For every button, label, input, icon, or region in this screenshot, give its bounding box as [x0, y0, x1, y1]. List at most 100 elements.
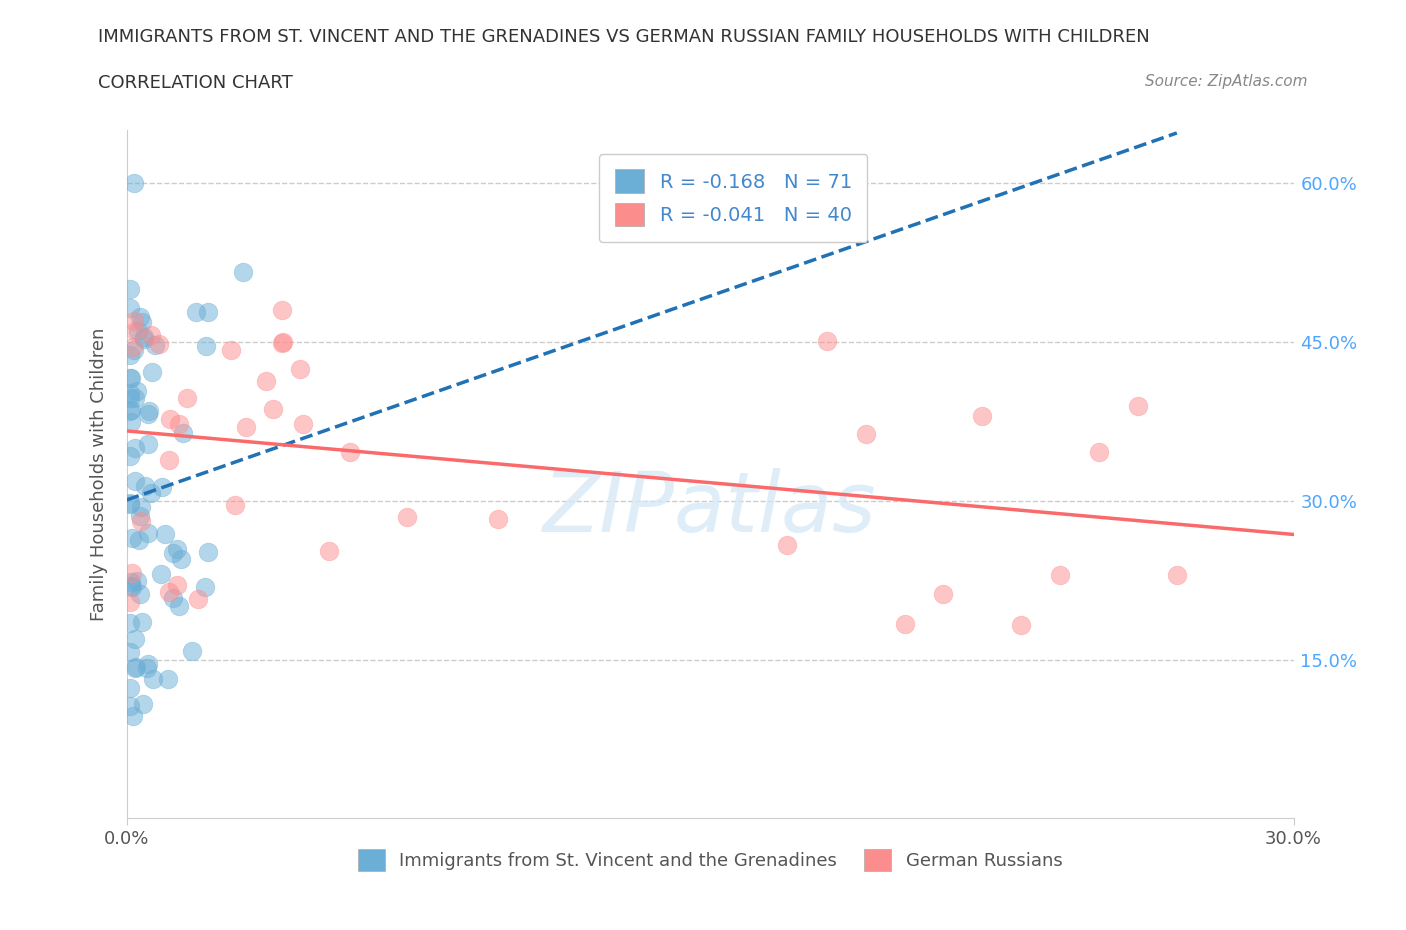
Point	[129, 310, 152, 325]
Point	[1010, 618, 1032, 632]
Point	[120, 579, 142, 594]
Point	[776, 538, 799, 552]
Point	[194, 580, 217, 595]
Point	[122, 342, 145, 357]
Point	[187, 591, 209, 606]
Point	[181, 644, 204, 658]
Point	[136, 660, 159, 675]
Point	[121, 580, 143, 595]
Point	[120, 404, 142, 418]
Point	[120, 616, 142, 631]
Point	[120, 448, 142, 463]
Point	[131, 614, 153, 629]
Point	[122, 339, 145, 354]
Point	[125, 573, 148, 588]
Point	[124, 313, 146, 328]
Point	[120, 644, 142, 659]
Point	[318, 544, 340, 559]
Point	[120, 496, 142, 511]
Point	[125, 659, 148, 674]
Point	[124, 631, 146, 646]
Point	[1049, 567, 1071, 582]
Point	[153, 526, 176, 541]
Point	[893, 617, 915, 631]
Point	[197, 305, 219, 320]
Point	[139, 485, 162, 500]
Point	[127, 324, 149, 339]
Text: CORRELATION CHART: CORRELATION CHART	[98, 74, 294, 92]
Point	[1088, 445, 1111, 459]
Point	[262, 402, 284, 417]
Point	[224, 498, 246, 513]
Point	[271, 335, 294, 350]
Point	[170, 551, 193, 566]
Point	[184, 304, 207, 319]
Point	[254, 373, 277, 388]
Point	[132, 329, 155, 344]
Point	[166, 541, 188, 556]
Point	[132, 697, 155, 711]
Point	[159, 411, 181, 426]
Point	[288, 361, 311, 376]
Point	[143, 338, 166, 352]
Point	[129, 586, 152, 601]
Point	[815, 334, 838, 349]
Point	[142, 671, 165, 686]
Point	[120, 386, 142, 401]
Point	[127, 383, 149, 398]
Point	[152, 480, 174, 495]
Point	[136, 406, 159, 421]
Point	[162, 545, 184, 560]
Point	[120, 282, 142, 297]
Legend: Immigrants from St. Vincent and the Grenadines, German Russians: Immigrants from St. Vincent and the Gren…	[350, 842, 1070, 878]
Point	[141, 365, 163, 379]
Point	[134, 479, 156, 494]
Point	[157, 671, 180, 686]
Point	[396, 510, 419, 525]
Point	[291, 417, 314, 432]
Point	[120, 414, 142, 429]
Point	[124, 176, 146, 191]
Point	[136, 525, 159, 540]
Point	[120, 370, 142, 385]
Point	[235, 419, 257, 434]
Point	[162, 591, 184, 605]
Point	[232, 264, 254, 279]
Point	[157, 585, 180, 600]
Point	[339, 445, 361, 459]
Text: IMMIGRANTS FROM ST. VINCENT AND THE GRENADINES VS GERMAN RUSSIAN FAMILY HOUSEHOL: IMMIGRANTS FROM ST. VINCENT AND THE GREN…	[98, 28, 1150, 46]
Point	[486, 512, 509, 526]
Point	[120, 575, 142, 590]
Point	[121, 565, 143, 580]
Point	[120, 699, 142, 714]
Point	[197, 544, 219, 559]
Point	[148, 336, 170, 351]
Point	[124, 473, 146, 488]
Point	[128, 509, 150, 524]
Point	[124, 324, 146, 339]
Point	[132, 332, 155, 347]
Point	[124, 391, 146, 405]
Point	[167, 598, 190, 613]
Point	[932, 587, 955, 602]
Point	[128, 533, 150, 548]
Point	[121, 531, 143, 546]
Point	[136, 657, 159, 671]
Point	[120, 391, 142, 405]
Point	[120, 594, 142, 609]
Point	[122, 709, 145, 724]
Point	[139, 327, 162, 342]
Point	[157, 453, 180, 468]
Point	[131, 314, 153, 329]
Point	[129, 499, 152, 514]
Point	[1126, 399, 1149, 414]
Y-axis label: Family Households with Children: Family Households with Children	[90, 327, 108, 621]
Point	[120, 300, 142, 315]
Text: Source: ZipAtlas.com: Source: ZipAtlas.com	[1144, 74, 1308, 89]
Point	[120, 681, 142, 696]
Point	[1166, 567, 1188, 582]
Point	[120, 497, 142, 512]
Point	[129, 513, 152, 528]
Point	[166, 578, 188, 592]
Point	[271, 303, 294, 318]
